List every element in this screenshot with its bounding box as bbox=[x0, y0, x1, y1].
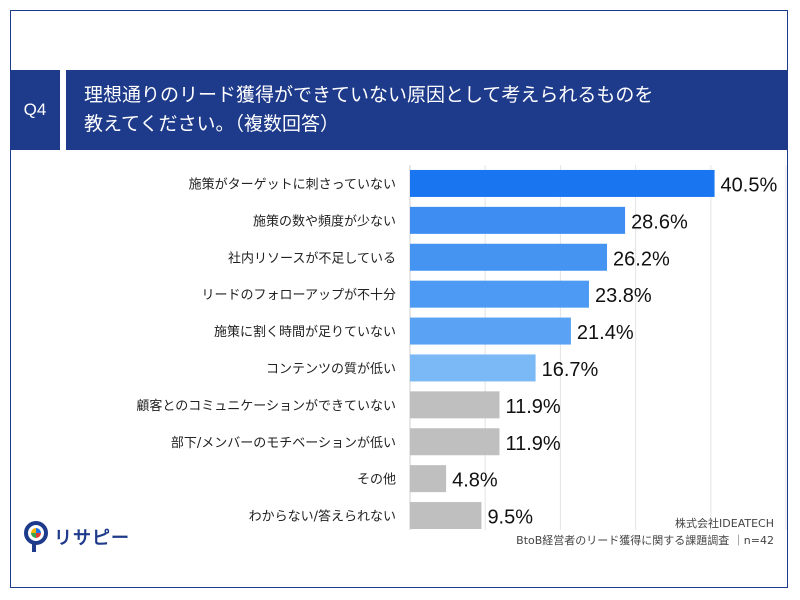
category-label: 施策がターゲットに刺さっていない bbox=[189, 176, 396, 192]
category-label: コンテンツの質が低い bbox=[266, 362, 396, 377]
bar bbox=[410, 502, 482, 530]
bar bbox=[410, 317, 571, 345]
source-company: 株式会社IDEATECH bbox=[675, 517, 774, 530]
bar bbox=[410, 428, 500, 456]
value-label: 9.5% bbox=[487, 507, 533, 529]
value-label: 11.9% bbox=[505, 433, 560, 455]
source-note: 株式会社IDEATECH BtoB経営者のリード獲得に関する課題調査 ｜n=42 bbox=[516, 515, 774, 549]
category-label: 顧客とのコミュニケーションができていない bbox=[136, 398, 396, 414]
question-line-2: 教えてください。（複数回答） bbox=[84, 113, 339, 135]
category-label: 社内リソースが不足している bbox=[228, 250, 396, 266]
source-survey: BtoB経営者のリード獲得に関する課題調査 ｜n=42 bbox=[516, 534, 774, 547]
category-label: わからない/答えられない bbox=[249, 509, 396, 525]
value-label: 4.8% bbox=[452, 470, 498, 492]
question-badge: Q4 bbox=[10, 70, 60, 150]
logo-pin-icon bbox=[24, 521, 48, 552]
bar bbox=[410, 169, 715, 197]
value-label: 21.4% bbox=[577, 322, 634, 344]
value-label: 16.7% bbox=[542, 359, 599, 381]
bar bbox=[410, 354, 536, 382]
brand-logo: リサピー bbox=[24, 520, 130, 554]
value-label: 40.5% bbox=[721, 174, 778, 196]
bar bbox=[410, 391, 500, 419]
question-header: 理想通りのリード獲得ができていない原因として考えられるものを 教えてください。（… bbox=[66, 70, 788, 150]
question-line-1: 理想通りのリード獲得ができていない原因として考えられるものを bbox=[84, 84, 654, 106]
value-label: 26.2% bbox=[613, 248, 670, 270]
value-label: 28.6% bbox=[631, 211, 688, 233]
value-label: 23.8% bbox=[595, 285, 652, 307]
category-label: リードのフォローアップが不十分 bbox=[202, 288, 396, 303]
category-label: 部下/メンバーのモチベーションが低い bbox=[171, 436, 396, 451]
bar bbox=[410, 206, 626, 234]
category-label: その他 bbox=[357, 473, 396, 488]
category-label: 施策の数や頻度が少ない bbox=[253, 213, 396, 229]
logo-text: リサピー bbox=[54, 528, 130, 549]
value-label: 11.9% bbox=[505, 396, 560, 418]
bar bbox=[410, 465, 447, 493]
bar bbox=[410, 280, 589, 308]
bar bbox=[410, 243, 608, 271]
category-label: 施策に割く時間が足りていない bbox=[214, 324, 396, 340]
